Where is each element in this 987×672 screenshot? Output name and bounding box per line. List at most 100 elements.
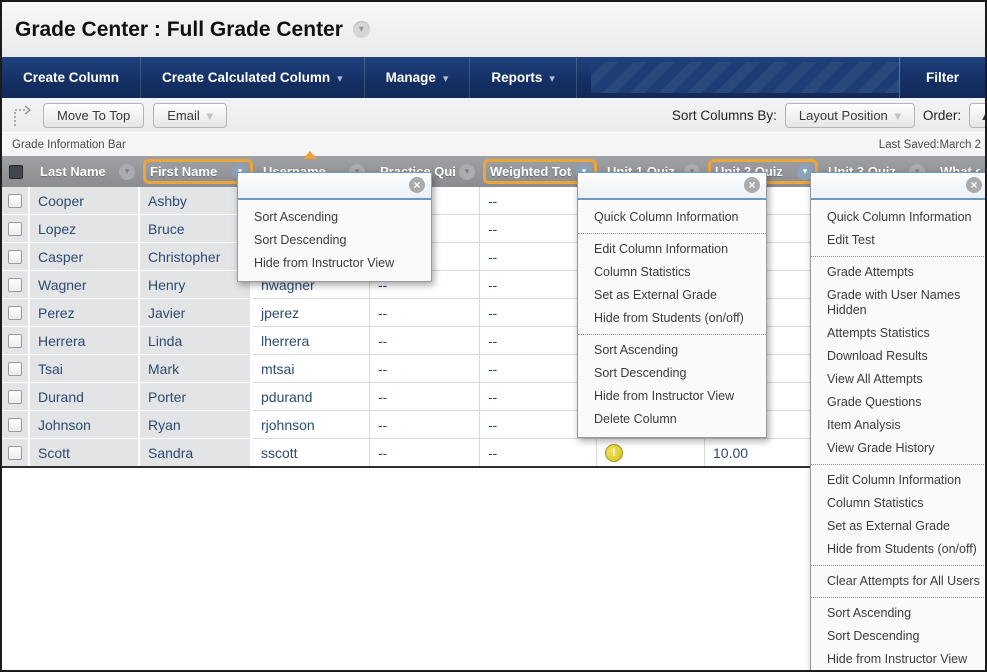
context-menu-item[interactable]: Grade Attempts	[811, 256, 985, 284]
row-checkbox-cell	[2, 439, 30, 467]
last-saved-text: Last Saved:March 2	[878, 138, 981, 151]
context-menu-item[interactable]: Hide from Instructor View	[254, 256, 395, 270]
row-checkbox-cell	[2, 383, 30, 411]
context-menu-item[interactable]: Column Statistics	[594, 265, 691, 279]
row-checkbox[interactable]	[8, 221, 22, 236]
column-menu-chevron-icon[interactable]	[459, 163, 475, 180]
practice-quiz-grade-cell[interactable]: --	[370, 411, 480, 439]
context-menu-item[interactable]: Quick Column Information	[594, 210, 739, 224]
close-icon[interactable]	[744, 177, 760, 193]
order-label: Order:	[922, 107, 962, 123]
filter-button[interactable]: Filter	[898, 57, 985, 98]
practice-quiz-grade-cell[interactable]: --	[370, 299, 480, 327]
context-menu-item[interactable]: Edit Column Information	[811, 464, 985, 492]
first-name-cell: Mark	[140, 355, 253, 383]
context-menu-item[interactable]: Grade Questions	[827, 395, 922, 409]
context-menu-item[interactable]: Clear Attempts for All Users	[811, 565, 985, 593]
row-checkbox[interactable]	[8, 249, 22, 264]
row-checkbox[interactable]	[8, 361, 22, 376]
order-ascending-button[interactable]	[969, 102, 985, 128]
row-checkbox[interactable]	[8, 333, 22, 348]
first-name-cell: Henry	[140, 271, 253, 299]
nav-menu-item-label: Manage	[385, 70, 436, 85]
grade-information-bar-label: Grade Information Bar	[12, 138, 126, 151]
title-context-menu-chevron-icon[interactable]	[352, 21, 370, 38]
layout-position-label: Layout Position	[798, 107, 888, 123]
context-menu-item-list: Quick Column Information Edit Test Grade…	[811, 200, 985, 670]
chevron-down-icon	[337, 70, 343, 85]
column-header-cell[interactable]: Last Name	[30, 156, 140, 187]
context-menu-item[interactable]: Sort Descending	[254, 233, 347, 247]
context-menu-item[interactable]: Set as External Grade	[827, 519, 950, 533]
first-name-cell: Javier	[140, 299, 253, 327]
context-menu-item[interactable]: Sort Ascending	[578, 334, 766, 362]
column-header-label: Weighted Total	[490, 164, 572, 179]
context-menu-item[interactable]: Quick Column Information	[827, 210, 972, 224]
practice-quiz-grade-cell[interactable]: --	[370, 383, 480, 411]
row-checkbox[interactable]	[8, 417, 22, 432]
first-name-cell: Christopher	[140, 243, 253, 271]
username-cell: sscott	[253, 439, 370, 467]
nav-menu-item[interactable]: Manage	[365, 57, 471, 98]
row-checkbox[interactable]	[8, 445, 22, 460]
column-menu-chevron-icon[interactable]	[119, 163, 135, 180]
context-menu-item[interactable]: Hide from Instructor View	[827, 652, 968, 666]
sort-indicator-icon	[303, 151, 317, 159]
close-icon[interactable]	[409, 177, 425, 193]
layout-position-dropdown[interactable]: Layout Position	[784, 102, 915, 128]
context-menu-item[interactable]: Grade with User Names Hidden	[827, 288, 961, 317]
first-name-cell: Ashby	[140, 187, 253, 215]
unit1-quiz-grade-cell[interactable]	[597, 439, 705, 467]
row-checkbox-cell	[2, 271, 30, 299]
context-menu-item[interactable]: Attempts Statistics	[827, 326, 930, 340]
last-name-cell: Herrera	[30, 327, 140, 355]
row-checkbox[interactable]	[8, 277, 22, 292]
context-menu-item[interactable]: Edit Column Information	[578, 233, 766, 261]
row-checkbox[interactable]	[8, 305, 22, 320]
last-name-cell: Wagner	[30, 271, 140, 299]
context-menu-item[interactable]: Item Analysis	[827, 418, 901, 432]
context-menu-item[interactable]: Hide from Students (on/off)	[827, 542, 977, 556]
nav-menu-item[interactable]: Create Column	[2, 57, 142, 98]
row-checkbox[interactable]	[8, 389, 22, 404]
context-menu-item[interactable]: Hide from Students (on/off)	[594, 311, 744, 325]
context-menu-item[interactable]: Delete Column	[594, 412, 677, 426]
nav-menu-item[interactable]: Reports	[470, 57, 577, 98]
chevron-down-icon	[443, 70, 449, 85]
context-menu-item[interactable]: View All Attempts	[827, 372, 923, 386]
chevron-down-icon	[207, 108, 213, 123]
context-menu-item[interactable]: Edit Test	[827, 233, 875, 247]
context-menu-item[interactable]: Download Results	[827, 349, 928, 363]
context-menu-item[interactable]: Column Statistics	[827, 496, 924, 510]
column-header-label: Last Name	[40, 164, 106, 179]
practice-quiz-grade-cell[interactable]: --	[370, 327, 480, 355]
email-button[interactable]: Email	[153, 102, 227, 128]
ascending-triangle-icon	[980, 108, 985, 123]
context-menu-titlebar	[238, 173, 431, 200]
first-name-cell: Bruce	[140, 215, 253, 243]
context-menu-item[interactable]: Set as External Grade	[594, 288, 717, 302]
context-menu-item[interactable]: View Grade History	[827, 441, 935, 455]
move-to-top-button[interactable]: Move To Top	[43, 102, 145, 128]
username-cell: rjohnson	[253, 411, 370, 439]
nav-menu-item-label: Reports	[491, 70, 543, 85]
context-menu-item[interactable]: Sort Descending	[827, 629, 920, 643]
chevron-down-icon	[895, 108, 901, 123]
context-menu-item[interactable]: Hide from Instructor View	[594, 389, 735, 403]
nav-menu-item[interactable]: Create Calculated Column	[141, 57, 365, 98]
column-menu-chevron-icon[interactable]	[797, 163, 813, 180]
select-all-checkbox[interactable]	[9, 164, 23, 179]
context-menu-item[interactable]: Sort Ascending	[811, 597, 985, 625]
first-name-cell: Ryan	[140, 411, 253, 439]
context-menu-item[interactable]: Sort Ascending	[254, 210, 339, 224]
practice-quiz-grade-cell[interactable]: --	[370, 439, 480, 467]
username-cell: lherrera	[253, 327, 370, 355]
unit2-quiz-grade-cell[interactable]: 10.00	[705, 439, 818, 467]
context-menu-unit2-quiz: Quick Column Information Edit Test Grade…	[810, 172, 985, 670]
practice-quiz-grade-cell[interactable]: --	[370, 355, 480, 383]
context-menu-item[interactable]: Sort Descending	[594, 366, 687, 380]
close-icon[interactable]	[966, 177, 982, 193]
weighted-total-grade-cell[interactable]: --	[480, 439, 597, 467]
row-checkbox[interactable]	[8, 193, 22, 208]
